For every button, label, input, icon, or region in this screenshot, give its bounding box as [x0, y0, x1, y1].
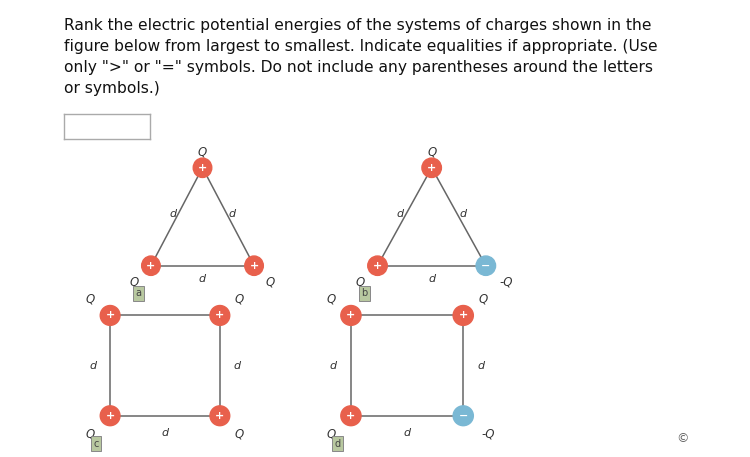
- Text: d: d: [478, 361, 484, 371]
- Ellipse shape: [453, 306, 473, 325]
- Text: −: −: [458, 411, 468, 421]
- Text: −: −: [482, 260, 490, 271]
- Text: d: d: [428, 274, 435, 284]
- Text: +: +: [458, 310, 468, 320]
- Ellipse shape: [194, 158, 211, 177]
- Text: Q: Q: [356, 276, 364, 289]
- Text: Q: Q: [478, 293, 488, 306]
- Ellipse shape: [340, 306, 361, 325]
- Text: b: b: [362, 288, 368, 298]
- Text: +: +: [198, 163, 207, 173]
- Text: Q: Q: [266, 276, 275, 289]
- Text: +: +: [346, 411, 355, 421]
- Text: Q: Q: [427, 146, 436, 159]
- Text: Rank the electric potential energies of the systems of charges shown in the
figu: Rank the electric potential energies of …: [64, 18, 657, 96]
- Ellipse shape: [340, 406, 361, 425]
- Ellipse shape: [210, 406, 230, 425]
- Text: Q: Q: [235, 293, 244, 306]
- Text: d: d: [397, 209, 404, 219]
- Text: d: d: [169, 209, 176, 219]
- Text: d: d: [89, 361, 96, 371]
- Text: d: d: [161, 428, 169, 438]
- Text: +: +: [250, 260, 259, 271]
- Text: +: +: [106, 411, 115, 421]
- Ellipse shape: [368, 256, 387, 276]
- Ellipse shape: [142, 256, 160, 276]
- Text: Q: Q: [86, 427, 95, 440]
- Ellipse shape: [453, 406, 473, 425]
- Text: d: d: [334, 439, 340, 449]
- Text: +: +: [106, 310, 115, 320]
- Ellipse shape: [422, 158, 442, 177]
- Text: +: +: [346, 310, 355, 320]
- Text: ©: ©: [676, 432, 688, 445]
- Text: Q: Q: [130, 276, 139, 289]
- Text: +: +: [427, 163, 436, 173]
- Text: d: d: [199, 274, 206, 284]
- Text: +: +: [215, 411, 224, 421]
- Text: Q: Q: [86, 293, 95, 306]
- Text: a: a: [136, 288, 142, 298]
- Text: +: +: [215, 310, 224, 320]
- Ellipse shape: [476, 256, 496, 276]
- Text: +: +: [373, 260, 382, 271]
- Text: d: d: [229, 209, 236, 219]
- Text: d: d: [234, 361, 241, 371]
- Text: Q: Q: [326, 293, 335, 306]
- Text: d: d: [404, 428, 411, 438]
- Ellipse shape: [100, 306, 120, 325]
- Ellipse shape: [244, 256, 263, 276]
- Ellipse shape: [100, 406, 120, 425]
- Text: d: d: [329, 361, 337, 371]
- Text: Q: Q: [235, 427, 244, 440]
- Text: +: +: [146, 260, 155, 271]
- Ellipse shape: [210, 306, 230, 325]
- Text: d: d: [460, 209, 466, 219]
- Text: c: c: [94, 439, 99, 449]
- Text: -Q: -Q: [482, 427, 495, 440]
- Text: Q: Q: [198, 146, 207, 159]
- Text: Q: Q: [326, 427, 335, 440]
- Text: -Q: -Q: [500, 276, 513, 289]
